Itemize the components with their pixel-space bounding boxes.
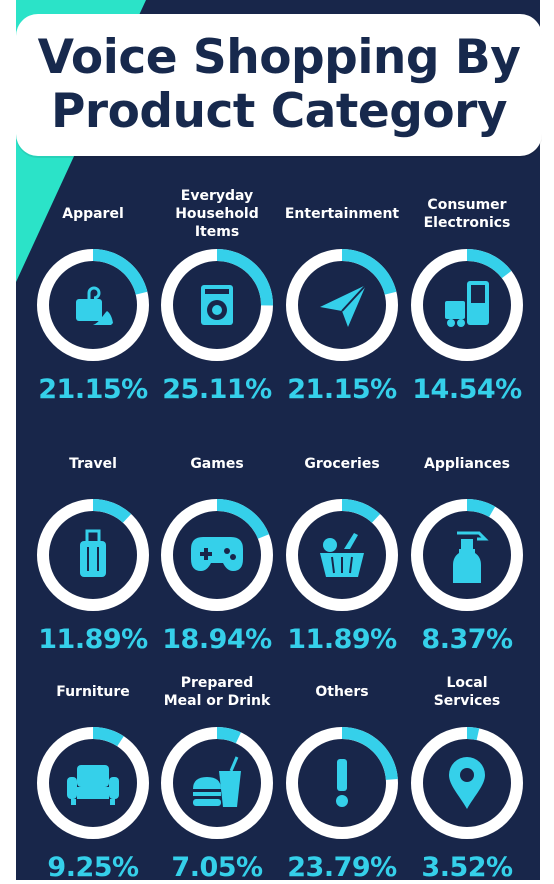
spray-bottle-icon <box>453 531 489 583</box>
donut-chart <box>411 499 523 611</box>
donut-ring <box>404 242 530 368</box>
donut-ring <box>279 242 405 368</box>
percent-value: 11.89% <box>38 624 148 655</box>
donut-ring <box>30 492 156 618</box>
paper-plane-icon <box>320 284 367 327</box>
percent-value: 3.52% <box>421 852 513 883</box>
donut-value-arc <box>411 249 523 361</box>
location-pin-icon <box>449 757 485 809</box>
donut-chart <box>37 727 149 839</box>
donut-ring <box>154 242 280 368</box>
category-label: Games <box>190 456 244 472</box>
category-label: Groceries <box>304 456 380 472</box>
category-cell: Furniture 9.25% <box>30 664 156 884</box>
donut-chart <box>37 499 149 611</box>
donut-value-arc <box>37 727 149 839</box>
donut-ring <box>30 720 156 846</box>
apparel-icon <box>76 286 113 325</box>
category-label: Appliances <box>423 456 511 472</box>
donut-chart <box>161 249 273 361</box>
donut-ring <box>154 720 280 846</box>
donut-ring <box>154 492 280 618</box>
donut-value-arc <box>411 727 523 839</box>
donut-chart <box>37 249 149 361</box>
suitcase-icon <box>80 529 106 577</box>
donut-ring <box>279 720 405 846</box>
category-cell: Groceries 11.89% <box>279 436 405 656</box>
percent-value: 21.15% <box>287 374 397 405</box>
page-title: Voice Shopping By Product Category <box>37 30 521 139</box>
donut-value-arc <box>286 499 398 611</box>
category-label: Apparel <box>62 206 124 222</box>
percent-value: 25.11% <box>162 374 272 405</box>
donut-value-arc <box>161 499 273 611</box>
category-label: Consumer Electronics <box>423 197 511 231</box>
category-label: Entertainment <box>284 206 400 222</box>
percent-value: 23.79% <box>287 852 397 883</box>
washing-machine-icon <box>201 285 233 325</box>
category-label: Furniture <box>56 684 130 700</box>
donut-ring <box>30 242 156 368</box>
category-label: Everyday Household Items <box>175 188 259 240</box>
donut-chart <box>286 249 398 361</box>
percent-value: 18.94% <box>162 624 272 655</box>
category-cell: Local Services 3.52% <box>404 664 530 884</box>
percent-value: 9.25% <box>47 852 139 883</box>
gamepad-icon <box>191 537 243 571</box>
donut-chart <box>161 499 273 611</box>
grocery-basket-icon <box>320 533 364 577</box>
donut-value-arc <box>37 499 149 611</box>
percent-value: 14.54% <box>412 374 522 405</box>
category-cell: Others 23.79% <box>279 664 405 884</box>
category-label: Others <box>315 684 369 700</box>
burger-drink-icon <box>193 756 241 807</box>
category-cell: Apparel 21.15% <box>30 186 156 406</box>
donut-chart <box>411 727 523 839</box>
donut-ring <box>404 492 530 618</box>
category-cell: Consumer Electronics 14.54% <box>404 186 530 406</box>
category-label: Travel <box>69 456 117 472</box>
armchair-icon <box>67 765 119 805</box>
category-cell: Prepared Meal or Drink 7.05% <box>154 664 280 884</box>
electronics-icon <box>445 281 489 327</box>
category-label: Prepared Meal or Drink <box>163 675 271 709</box>
donut-chart <box>286 499 398 611</box>
donut-value-arc <box>411 499 523 611</box>
category-cell: Entertainment 21.15% <box>279 186 405 406</box>
donut-chart <box>286 727 398 839</box>
percent-value: 7.05% <box>171 852 263 883</box>
category-cell: Everyday Household Items 25.11% <box>154 186 280 406</box>
category-cell: Games 18.94% <box>154 436 280 656</box>
donut-value-arc <box>286 249 398 361</box>
donut-ring <box>404 720 530 846</box>
donut-ring <box>279 492 405 618</box>
exclamation-icon <box>336 759 348 807</box>
donut-chart <box>161 727 273 839</box>
donut-value-arc <box>161 249 273 361</box>
donut-value-arc <box>37 249 149 361</box>
donut-value-arc <box>286 727 398 839</box>
percent-value: 21.15% <box>38 374 148 405</box>
percent-value: 8.37% <box>421 624 513 655</box>
donut-value-arc <box>161 727 273 839</box>
title-card: Voice Shopping By Product Category <box>16 14 542 156</box>
percent-value: 11.89% <box>287 624 397 655</box>
category-label: Local Services <box>433 675 501 709</box>
donut-chart <box>411 249 523 361</box>
category-cell: Appliances 8.37% <box>404 436 530 656</box>
category-cell: Travel 11.89% <box>30 436 156 656</box>
